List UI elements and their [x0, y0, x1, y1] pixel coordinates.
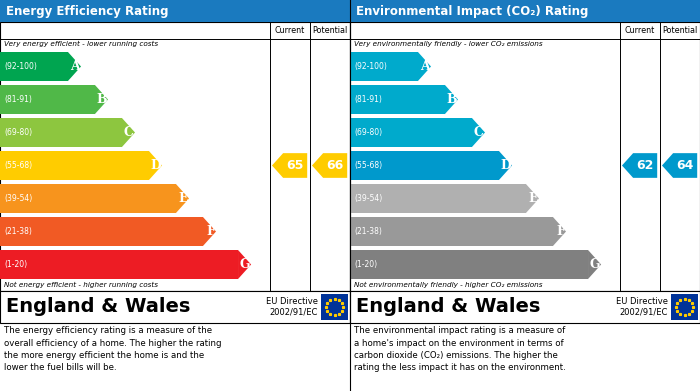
Text: (55-68): (55-68) [354, 161, 382, 170]
Text: G: G [239, 258, 250, 271]
Text: (69-80): (69-80) [354, 128, 382, 137]
Text: Energy Efficiency Rating: Energy Efficiency Rating [6, 5, 169, 18]
Text: Current: Current [625, 26, 655, 35]
Bar [350, 0, 700, 22]
Text: Not energy efficient - higher running costs: Not energy efficient - higher running co… [4, 282, 158, 288]
Polygon shape [238, 250, 251, 279]
Text: (39-54): (39-54) [4, 194, 32, 203]
Text: 65: 65 [286, 159, 304, 172]
Text: The environmental impact rating is a measure of
a home's impact on the environme: The environmental impact rating is a mea… [354, 326, 566, 373]
Text: (39-54): (39-54) [354, 194, 382, 203]
Text: Potential: Potential [662, 26, 698, 35]
Bar [671, 294, 698, 320]
Polygon shape [176, 184, 189, 213]
Text: (55-68): (55-68) [4, 161, 32, 170]
Text: 64: 64 [676, 159, 694, 172]
Bar [0, 291, 350, 323]
Text: (81-91): (81-91) [4, 95, 32, 104]
Text: A: A [70, 60, 80, 73]
Text: F: F [206, 225, 215, 238]
Bar [0, 184, 176, 213]
Text: D: D [500, 159, 511, 172]
Text: G: G [589, 258, 600, 271]
Bar [0, 217, 203, 246]
Bar [0, 52, 68, 81]
Text: EU Directive
2002/91/EC: EU Directive 2002/91/EC [616, 297, 668, 317]
Text: F: F [556, 225, 565, 238]
Bar [0, 0, 350, 22]
Bar [350, 250, 588, 279]
Polygon shape [472, 118, 485, 147]
Polygon shape [418, 52, 431, 81]
Text: A: A [420, 60, 430, 73]
Text: (1-20): (1-20) [4, 260, 27, 269]
Bar [0, 118, 122, 147]
Bar [350, 184, 526, 213]
Text: D: D [150, 159, 161, 172]
Bar [0, 22, 350, 291]
Polygon shape [588, 250, 601, 279]
Bar [350, 151, 499, 180]
Text: (81-91): (81-91) [354, 95, 382, 104]
Polygon shape [445, 85, 458, 114]
Text: E: E [178, 192, 188, 205]
Text: B: B [447, 93, 457, 106]
Text: Very energy efficient - lower running costs: Very energy efficient - lower running co… [4, 41, 158, 47]
Text: (92-100): (92-100) [354, 62, 387, 71]
Text: C: C [474, 126, 484, 139]
Bar [0, 250, 238, 279]
Polygon shape [203, 217, 216, 246]
Bar [350, 217, 553, 246]
Bar [321, 294, 348, 320]
Bar [0, 151, 149, 180]
Polygon shape [622, 153, 657, 178]
Bar [0, 85, 95, 114]
Bar [350, 85, 445, 114]
Bar [350, 52, 418, 81]
Polygon shape [662, 153, 697, 178]
Text: England & Wales: England & Wales [356, 298, 540, 316]
Text: EU Directive
2002/91/EC: EU Directive 2002/91/EC [266, 297, 318, 317]
Text: The energy efficiency rating is a measure of the
overall efficiency of a home. T: The energy efficiency rating is a measur… [4, 326, 221, 373]
Text: Potential: Potential [312, 26, 348, 35]
Text: (21-38): (21-38) [4, 227, 32, 236]
Polygon shape [122, 118, 135, 147]
Polygon shape [499, 151, 512, 180]
Text: Environmental Impact (CO₂) Rating: Environmental Impact (CO₂) Rating [356, 5, 589, 18]
Text: (1-20): (1-20) [354, 260, 377, 269]
Polygon shape [553, 217, 566, 246]
Polygon shape [272, 153, 307, 178]
Text: Not environmentally friendly - higher CO₂ emissions: Not environmentally friendly - higher CO… [354, 282, 542, 288]
Polygon shape [68, 52, 81, 81]
Text: (69-80): (69-80) [4, 128, 32, 137]
Text: Very environmentally friendly - lower CO₂ emissions: Very environmentally friendly - lower CO… [354, 41, 542, 47]
Text: England & Wales: England & Wales [6, 298, 190, 316]
Bar [350, 22, 700, 291]
Text: Current: Current [275, 26, 305, 35]
Bar [350, 291, 700, 323]
Polygon shape [95, 85, 108, 114]
Bar [350, 118, 472, 147]
Text: E: E [528, 192, 538, 205]
Polygon shape [312, 153, 347, 178]
Text: C: C [124, 126, 134, 139]
Text: B: B [97, 93, 107, 106]
Polygon shape [526, 184, 539, 213]
Text: 66: 66 [326, 159, 344, 172]
Text: (21-38): (21-38) [354, 227, 382, 236]
Text: (92-100): (92-100) [4, 62, 37, 71]
Text: 62: 62 [636, 159, 654, 172]
Polygon shape [149, 151, 162, 180]
